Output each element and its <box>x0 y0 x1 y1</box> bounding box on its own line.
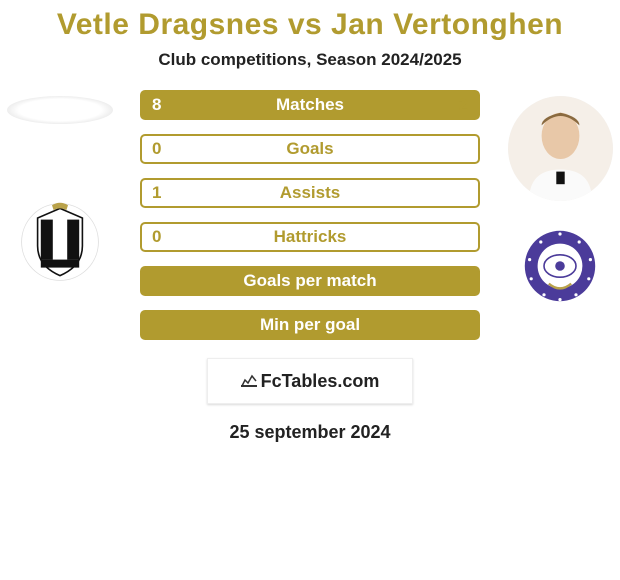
right-column <box>500 90 620 404</box>
stats-icon <box>241 373 257 390</box>
page-title: Vetle Dragsnes vs Jan Vertonghen <box>57 8 563 42</box>
player-photo-right <box>508 96 613 201</box>
club-badge-left <box>10 192 110 292</box>
stat-bar: Goals per match <box>140 266 480 296</box>
infographic-container: Vetle Dragsnes vs Jan Vertonghen Club co… <box>0 0 620 580</box>
player-avatar-icon <box>508 96 613 201</box>
stat-label: Assists <box>142 183 478 203</box>
branding-text: FcTables.com <box>261 371 380 392</box>
stat-bar: 1Assists <box>140 178 480 208</box>
player-photo-placeholder-left <box>7 96 113 124</box>
left-column <box>0 90 120 404</box>
main-row: 82Matches 0Goals 1Assists 0Hattricks Goals p… <box>0 90 620 404</box>
stats-column: 82Matches 0Goals 1Assists 0Hattricks Goals p… <box>120 90 500 404</box>
stat-bar: 82Matches <box>140 90 480 120</box>
stat-label: Goals <box>142 139 478 159</box>
stat-bar: Min per goal <box>140 310 480 340</box>
branding-badge[interactable]: FcTables.com <box>207 358 413 404</box>
club-crest-left-icon <box>20 202 100 282</box>
stat-bar: 0Goals <box>140 134 480 164</box>
club-crest-right-icon <box>520 226 600 306</box>
page-subtitle: Club competitions, Season 2024/2025 <box>158 50 461 70</box>
stat-label: Matches <box>142 95 478 115</box>
club-badge-right <box>510 216 610 316</box>
stat-bar: 0Hattricks <box>140 222 480 252</box>
stat-label: Goals per match <box>142 271 478 291</box>
date-text: 25 september 2024 <box>229 422 390 443</box>
stat-label: Hattricks <box>142 227 478 247</box>
stat-label: Min per goal <box>142 315 478 335</box>
